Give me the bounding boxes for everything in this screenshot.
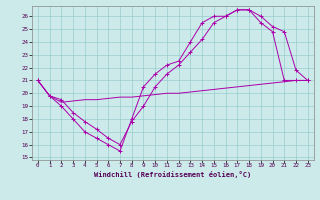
X-axis label: Windchill (Refroidissement éolien,°C): Windchill (Refroidissement éolien,°C) bbox=[94, 171, 252, 178]
